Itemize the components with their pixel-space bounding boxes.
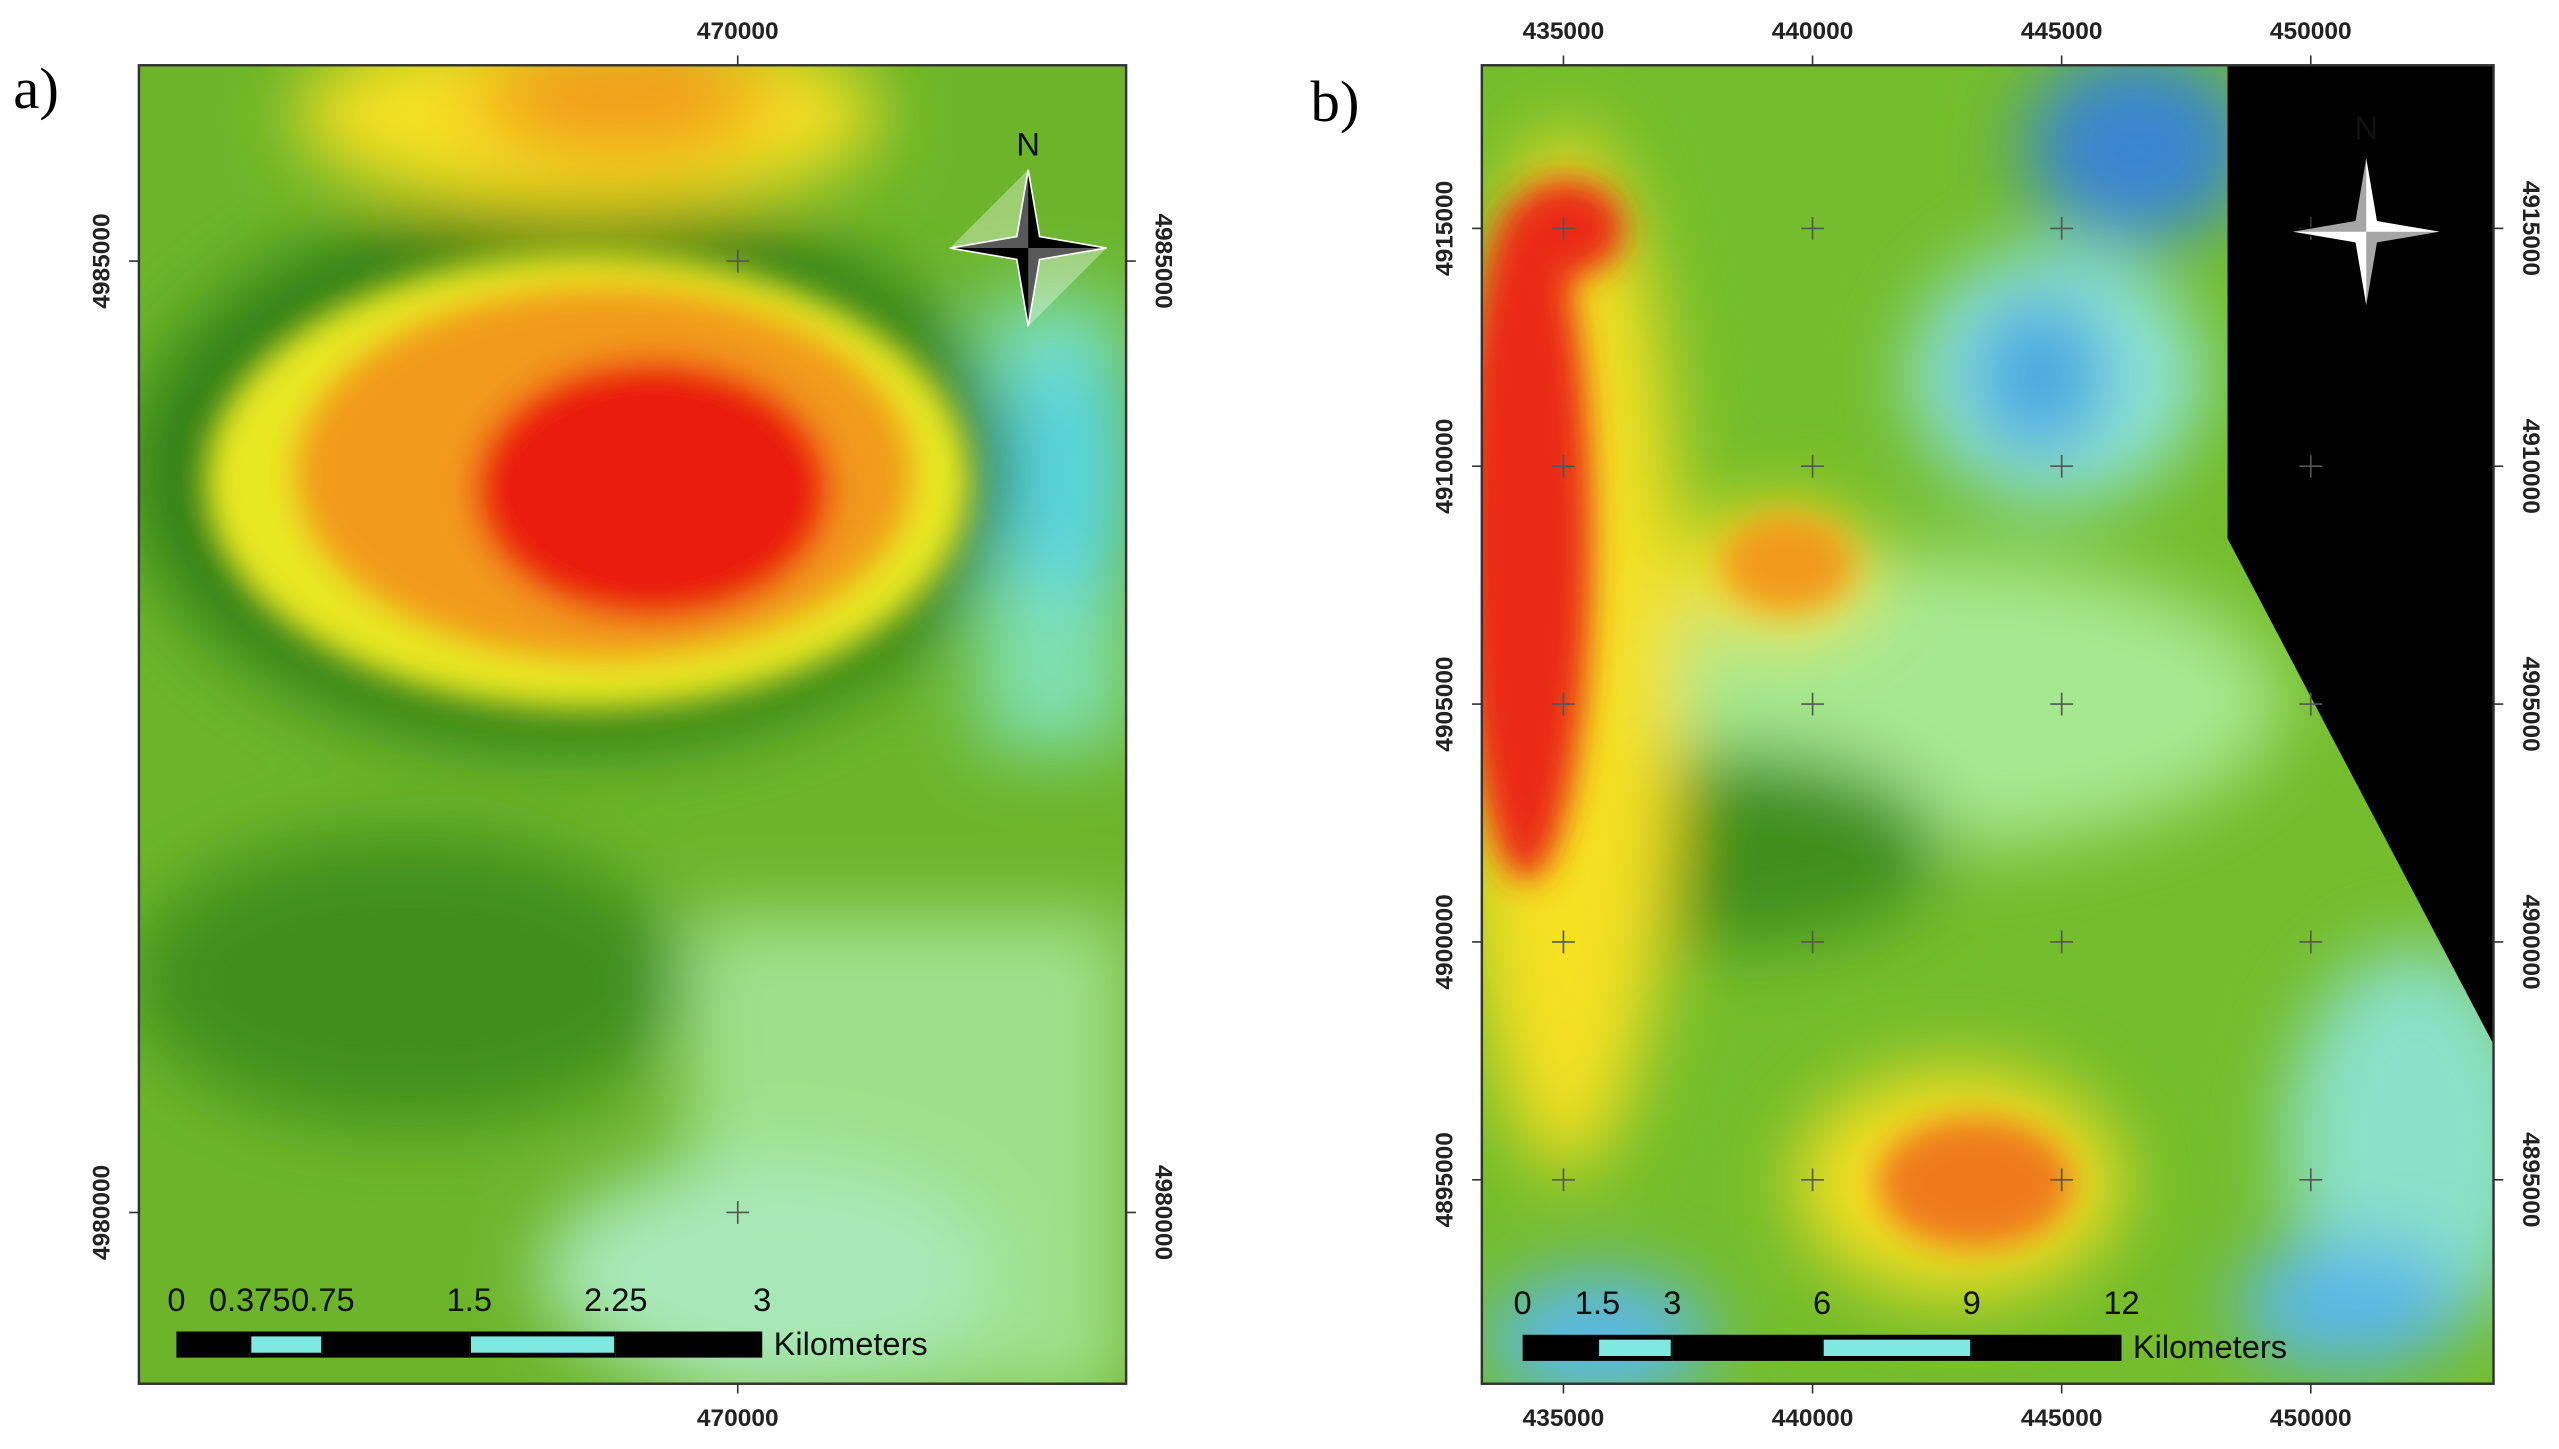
scale-bar-segment bbox=[1522, 1334, 1598, 1361]
grid-cross bbox=[2050, 1168, 2074, 1192]
grid-cross bbox=[1552, 1168, 1575, 1192]
grid-cross bbox=[1801, 454, 1824, 478]
x-tick-label-top: 470000 bbox=[697, 18, 779, 45]
x-tick-label-top: 440000 bbox=[1772, 18, 1854, 45]
y-tick-label-left: 4900000 bbox=[1431, 894, 1458, 989]
grid-cross bbox=[726, 249, 750, 273]
y-tick-label-right: 4900000 bbox=[2517, 894, 2544, 989]
north-arrow-half bbox=[2287, 153, 2445, 311]
grid-cross bbox=[1801, 692, 1824, 716]
y-tick-label-right: 4915000 bbox=[2517, 181, 2544, 276]
x-tick-label-top: 435000 bbox=[1523, 18, 1605, 45]
frame-b bbox=[1480, 64, 2495, 1385]
grid-cross bbox=[1552, 930, 1575, 954]
scale-bar-unit: Kilometers bbox=[2133, 1328, 2287, 1365]
panel-label: b) bbox=[1311, 69, 1360, 134]
grid-cross bbox=[1801, 930, 1824, 954]
scale-bar-unit: Kilometers bbox=[774, 1325, 928, 1362]
grid-cross bbox=[1801, 216, 1824, 240]
y-tick-label-right: 4895000 bbox=[2517, 1132, 2544, 1227]
scale-bar-label: 0.375 bbox=[209, 1281, 291, 1318]
scale-bar-label: 0 bbox=[167, 1281, 185, 1318]
x-tick-label-bottom: 435000 bbox=[1523, 1405, 1605, 1432]
grid-cross bbox=[2050, 454, 2074, 478]
frame-a bbox=[137, 64, 1128, 1385]
north-label: N bbox=[2354, 109, 2378, 146]
scale-bar-segment bbox=[1971, 1334, 2122, 1361]
grid-cross bbox=[1552, 454, 1575, 478]
y-tick-label-right: 4980000 bbox=[1150, 1165, 1177, 1260]
y-tick-label-left: 4915000 bbox=[1431, 181, 1458, 276]
scale-bar-segment bbox=[1672, 1334, 1823, 1361]
x-tick-label-bottom: 470000 bbox=[697, 1405, 779, 1432]
grid-cross bbox=[2299, 454, 2323, 478]
north-arrow: N bbox=[949, 125, 1107, 327]
north-label: N bbox=[1016, 125, 1040, 162]
scale-bar-label: 3 bbox=[753, 1281, 771, 1318]
scale-bar-segment-inner bbox=[470, 1336, 615, 1353]
scale-bar-segment-inner bbox=[251, 1336, 322, 1353]
grid-cross bbox=[2050, 216, 2074, 240]
scale-bar-label: 1.5 bbox=[447, 1281, 492, 1318]
scale-bar-label: 1.5 bbox=[1575, 1284, 1620, 1321]
grid-cross bbox=[1552, 216, 1575, 240]
scale-bar-label: 12 bbox=[2103, 1284, 2139, 1321]
y-tick-label-left: 4905000 bbox=[1431, 656, 1458, 751]
scale-bar-label: 6 bbox=[1813, 1284, 1831, 1321]
x-tick-label-bottom: 445000 bbox=[2021, 1405, 2103, 1432]
y-tick-label-left: 4985000 bbox=[88, 213, 115, 308]
y-tick-label-left: 4895000 bbox=[1431, 1132, 1458, 1227]
scale-bar-label: 0.75 bbox=[291, 1281, 355, 1318]
grid-cross bbox=[1552, 692, 1575, 716]
x-tick-label-top: 445000 bbox=[2021, 18, 2103, 45]
scale-bar-label: 0 bbox=[1514, 1284, 1532, 1321]
north-arrow-star bbox=[949, 169, 1107, 327]
x-tick-label-bottom: 440000 bbox=[1772, 1405, 1854, 1432]
x-tick-label-top: 450000 bbox=[2270, 18, 2352, 45]
raster-a bbox=[138, 65, 1127, 1384]
north-arrow: N bbox=[2287, 109, 2445, 311]
scale-bar-segment bbox=[176, 1331, 250, 1358]
scale-bar-segment-inner bbox=[1599, 1339, 1671, 1356]
grid-cross bbox=[2299, 1168, 2323, 1192]
y-tick-label-right: 4910000 bbox=[2517, 419, 2544, 514]
panel-label: a) bbox=[13, 56, 59, 121]
grid-cross bbox=[726, 1201, 750, 1224]
grid-cross bbox=[2050, 692, 2074, 716]
north-arrow-half bbox=[949, 169, 1107, 327]
grid-cross bbox=[2299, 930, 2323, 954]
scale-bar-segment bbox=[322, 1331, 470, 1358]
no-data-area bbox=[2227, 65, 2494, 1045]
scale-bar-label: 2.25 bbox=[584, 1281, 647, 1318]
y-tick-label-right: 4905000 bbox=[2517, 656, 2544, 751]
grid-cross bbox=[2050, 930, 2074, 954]
scale-bar-label: 9 bbox=[1963, 1284, 1981, 1321]
y-tick-label-right: 4985000 bbox=[1150, 213, 1177, 308]
y-tick-label-left: 4910000 bbox=[1431, 419, 1458, 514]
x-tick-label-bottom: 450000 bbox=[2270, 1405, 2352, 1432]
scale-bar-segment bbox=[615, 1331, 763, 1358]
scale-bar-segment-inner bbox=[1823, 1339, 1971, 1356]
grid-cross bbox=[2299, 692, 2323, 716]
north-arrow-star bbox=[2287, 153, 2445, 311]
grid-cross bbox=[1801, 1168, 1824, 1192]
y-tick-label-left: 4980000 bbox=[88, 1165, 115, 1260]
scale-bar-label: 3 bbox=[1663, 1284, 1681, 1321]
